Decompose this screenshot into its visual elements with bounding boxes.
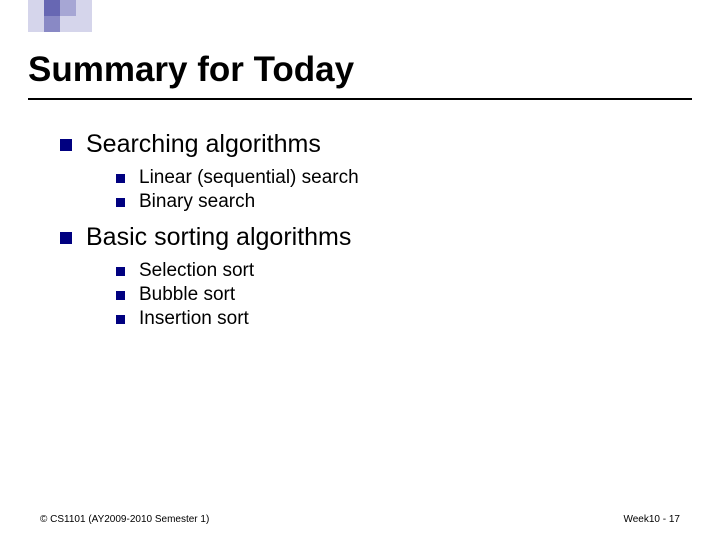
bullet-text: Bubble sort: [139, 284, 235, 306]
bullet-level1: Basic sorting algorithms: [60, 223, 660, 252]
square-bullet-icon: [116, 291, 125, 300]
square-bullet-icon: [60, 139, 72, 151]
bullet-level2: Bubble sort: [116, 284, 660, 306]
bullet-level2: Binary search: [116, 191, 660, 213]
bullet-text: Searching algorithms: [86, 130, 321, 159]
sub-bullets: Linear (sequential) search Binary search: [116, 167, 660, 213]
bullet-text: Linear (sequential) search: [139, 167, 359, 189]
square-bullet-icon: [116, 315, 125, 324]
bullet-text: Insertion sort: [139, 308, 249, 330]
deco-square: [60, 0, 76, 16]
bullet-level2: Linear (sequential) search: [116, 167, 660, 189]
bullet-text: Basic sorting algorithms: [86, 223, 351, 252]
slide-title: Summary for Today: [28, 50, 354, 90]
bullet-level2: Insertion sort: [116, 308, 660, 330]
deco-square: [44, 0, 60, 16]
deco-square: [76, 16, 92, 32]
bullet-level2: Selection sort: [116, 260, 660, 282]
sub-bullets: Selection sort Bubble sort Insertion sor…: [116, 260, 660, 330]
deco-square: [60, 16, 76, 32]
footer-page-number: Week10 - 17: [623, 514, 680, 525]
slide-content: Searching algorithms Linear (sequential)…: [60, 120, 660, 340]
square-bullet-icon: [116, 198, 125, 207]
footer-copyright: © CS1101 (AY2009-2010 Semester 1): [40, 514, 209, 525]
bullet-text: Selection sort: [139, 260, 254, 282]
corner-decoration: [28, 0, 92, 32]
bullet-level1: Searching algorithms: [60, 130, 660, 159]
deco-square: [28, 16, 44, 32]
bullet-text: Binary search: [139, 191, 255, 213]
square-bullet-icon: [116, 174, 125, 183]
square-bullet-icon: [60, 232, 72, 244]
square-bullet-icon: [116, 267, 125, 276]
title-underline: [28, 98, 692, 100]
deco-square: [44, 16, 60, 32]
deco-square: [76, 0, 92, 16]
deco-square: [28, 0, 44, 16]
